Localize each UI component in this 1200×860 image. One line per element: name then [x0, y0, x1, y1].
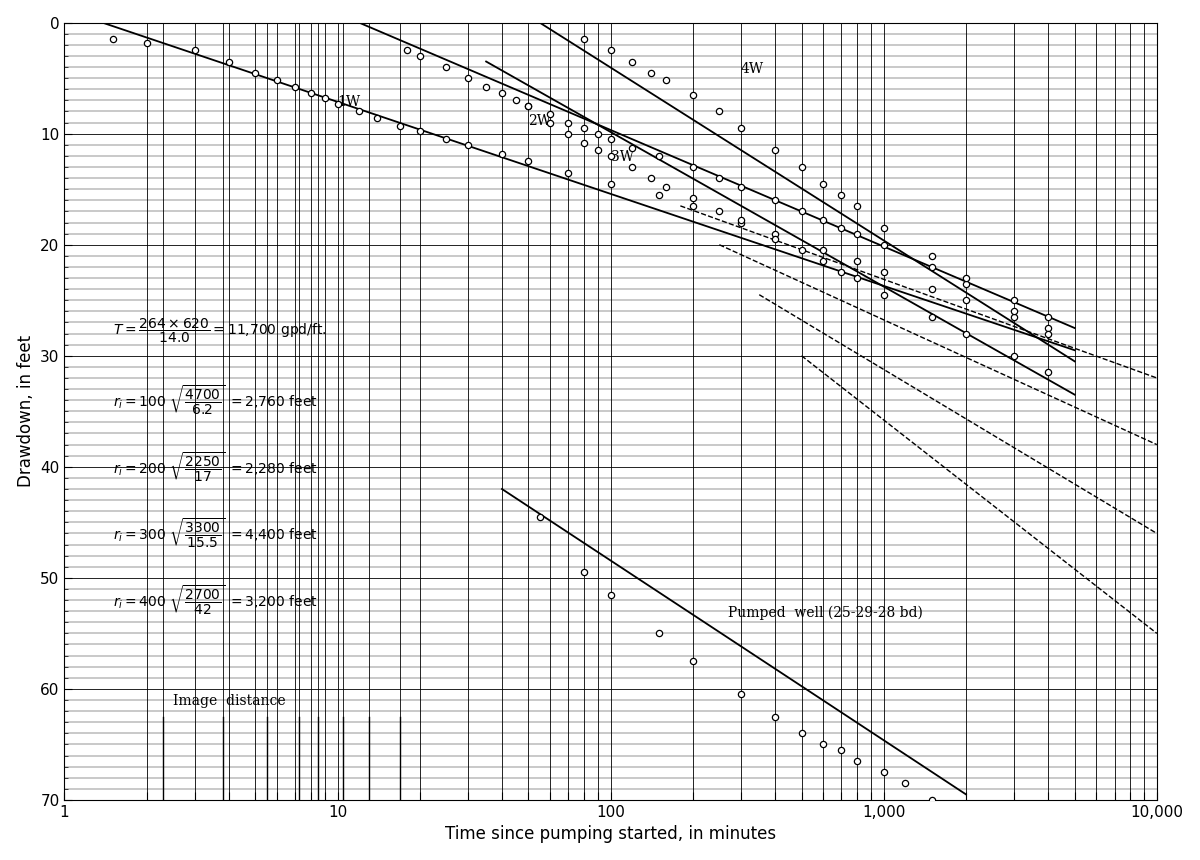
Text: $r_i = 300\ \sqrt{\dfrac{3300}{15.5}}\ = 4{,}400\ \mathrm{feet}$: $r_i = 300\ \sqrt{\dfrac{3300}{15.5}}\ =… [113, 517, 318, 550]
Y-axis label: Drawdown, in feet: Drawdown, in feet [17, 335, 35, 488]
X-axis label: Time since pumping started, in minutes: Time since pumping started, in minutes [445, 826, 776, 844]
Text: $T = \dfrac{264 \times 620}{14.0} = 11{,}700\ \mathrm{gpd/ft.}$: $T = \dfrac{264 \times 620}{14.0} = 11{,… [113, 317, 326, 345]
Text: 2W: 2W [528, 114, 552, 128]
Text: 1W: 1W [337, 95, 361, 109]
Text: $r_i = 200\ \sqrt{\dfrac{2250}{17}}\ = 2{,}280\ \mathrm{feet}$: $r_i = 200\ \sqrt{\dfrac{2250}{17}}\ = 2… [113, 450, 318, 483]
Text: Image  distance: Image distance [173, 694, 286, 709]
Text: 4W: 4W [740, 62, 764, 76]
Text: $r_i = 400\ \sqrt{\dfrac{2700}{42}}\ = 3{,}200\ \mathrm{feet}$: $r_i = 400\ \sqrt{\dfrac{2700}{42}}\ = 3… [113, 583, 318, 617]
Text: Pumped  well (25-29-28 bd): Pumped well (25-29-28 bd) [728, 605, 923, 620]
Text: $r_i = 100\ \sqrt{\dfrac{4700}{6.2}}\ = 2{,}760\ \mathrm{feet}$: $r_i = 100\ \sqrt{\dfrac{4700}{6.2}}\ = … [113, 384, 318, 417]
Text: 3W: 3W [611, 150, 634, 164]
